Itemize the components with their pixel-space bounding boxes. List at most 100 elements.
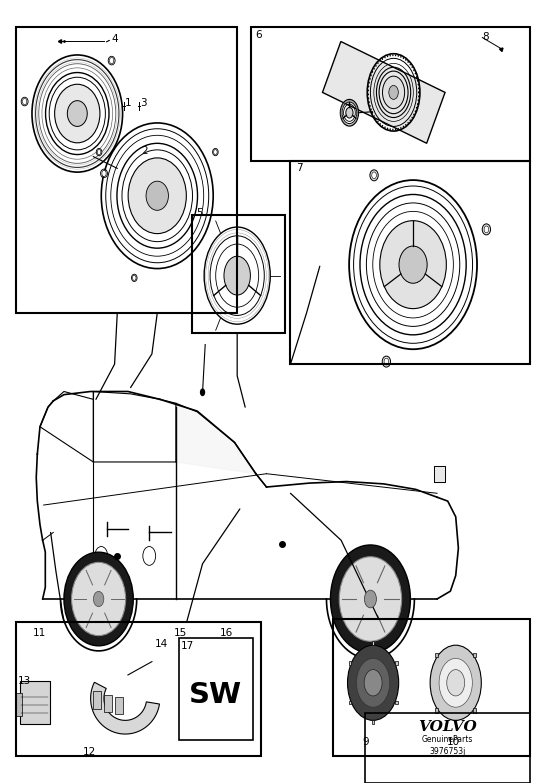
Text: VOLVO: VOLVO: [418, 720, 477, 734]
Text: SW: SW: [189, 681, 243, 709]
Circle shape: [102, 170, 106, 176]
Ellipse shape: [380, 221, 446, 309]
Circle shape: [133, 276, 136, 280]
Circle shape: [418, 99, 419, 101]
Bar: [372, 641, 374, 645]
Circle shape: [377, 62, 378, 64]
Circle shape: [382, 58, 383, 60]
Bar: [15, 693, 22, 716]
Circle shape: [368, 81, 370, 84]
Circle shape: [447, 669, 465, 696]
Ellipse shape: [382, 356, 391, 367]
Circle shape: [372, 112, 373, 114]
Circle shape: [372, 71, 373, 73]
Text: GenuineParts: GenuineParts: [422, 735, 473, 745]
Circle shape: [418, 92, 419, 93]
Circle shape: [398, 128, 399, 130]
Text: 15: 15: [174, 628, 188, 637]
Circle shape: [365, 590, 376, 608]
Bar: [473, 652, 477, 657]
Bar: [93, 691, 101, 709]
Circle shape: [403, 57, 404, 60]
Circle shape: [418, 92, 419, 93]
Circle shape: [374, 115, 375, 117]
Circle shape: [400, 127, 401, 129]
Bar: [473, 709, 477, 713]
Circle shape: [417, 103, 418, 105]
Bar: [365, 713, 530, 783]
Text: 9: 9: [362, 738, 369, 747]
Circle shape: [415, 110, 416, 112]
Circle shape: [395, 128, 396, 131]
Bar: [395, 701, 398, 705]
Bar: [179, 638, 253, 740]
Bar: [115, 697, 123, 714]
Circle shape: [409, 63, 411, 66]
Circle shape: [418, 96, 419, 97]
Bar: [290, 161, 530, 364]
Circle shape: [98, 150, 101, 154]
Ellipse shape: [96, 149, 102, 156]
Bar: [372, 720, 374, 724]
Circle shape: [383, 76, 405, 109]
Circle shape: [387, 128, 388, 129]
Circle shape: [417, 80, 418, 81]
Circle shape: [368, 89, 369, 92]
Circle shape: [430, 645, 481, 720]
Ellipse shape: [330, 545, 410, 653]
Circle shape: [379, 60, 381, 62]
Bar: [104, 695, 112, 712]
Circle shape: [368, 101, 370, 103]
Circle shape: [392, 54, 393, 56]
Circle shape: [375, 65, 377, 67]
Ellipse shape: [128, 158, 187, 233]
Circle shape: [369, 78, 370, 80]
Circle shape: [395, 54, 396, 56]
Ellipse shape: [67, 101, 87, 126]
Circle shape: [407, 122, 409, 124]
Bar: [349, 661, 351, 665]
Text: 14: 14: [155, 639, 168, 648]
Polygon shape: [176, 403, 256, 474]
Circle shape: [384, 358, 389, 365]
Text: 4: 4: [112, 34, 118, 44]
Ellipse shape: [370, 170, 378, 181]
Ellipse shape: [399, 246, 427, 283]
Text: 2: 2: [141, 146, 148, 156]
Circle shape: [375, 118, 377, 120]
Bar: [435, 652, 438, 657]
Ellipse shape: [132, 274, 137, 282]
Ellipse shape: [340, 557, 402, 641]
Text: 11: 11: [33, 628, 46, 637]
Circle shape: [390, 55, 391, 56]
Circle shape: [368, 97, 369, 99]
Circle shape: [346, 107, 353, 118]
Circle shape: [390, 128, 391, 130]
Ellipse shape: [108, 56, 115, 65]
Ellipse shape: [71, 562, 126, 636]
Circle shape: [374, 67, 375, 70]
Circle shape: [357, 659, 390, 707]
Bar: [395, 661, 398, 665]
Circle shape: [405, 124, 407, 126]
Text: 7: 7: [296, 164, 302, 173]
Circle shape: [400, 56, 401, 58]
Ellipse shape: [101, 169, 108, 178]
Circle shape: [413, 114, 415, 116]
Bar: [180, 698, 188, 709]
Circle shape: [384, 126, 386, 128]
Circle shape: [411, 117, 413, 118]
Circle shape: [389, 85, 398, 99]
Circle shape: [403, 125, 404, 128]
Ellipse shape: [213, 149, 218, 156]
Circle shape: [405, 59, 407, 61]
Circle shape: [413, 69, 415, 71]
Circle shape: [93, 591, 104, 607]
Circle shape: [209, 671, 217, 684]
Circle shape: [368, 85, 369, 88]
Text: 5: 5: [196, 208, 203, 218]
Bar: [16, 27, 237, 313]
Text: 8: 8: [482, 32, 489, 41]
Text: 1: 1: [125, 99, 132, 108]
Circle shape: [392, 128, 393, 131]
